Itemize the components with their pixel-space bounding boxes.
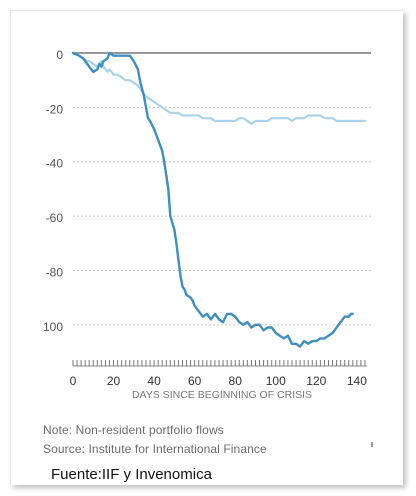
y-tick-label: -20 xyxy=(46,102,64,116)
x-tick-label: 40 xyxy=(147,374,161,388)
x-tick-label: 80 xyxy=(229,374,243,388)
chart-source: Source: Institute for International Fina… xyxy=(43,442,267,456)
y-tick-label: -80 xyxy=(46,265,64,279)
x-tick-label: 60 xyxy=(188,374,202,388)
x-axis-title: DAYS SINCE BEGINNING OF CRISIS xyxy=(132,389,312,401)
series-line-light xyxy=(71,51,367,125)
y-tick-label: 0 xyxy=(56,48,63,62)
image-credit: Fuente:IIF y Invenomica xyxy=(51,466,212,483)
y-tick-label: 100 xyxy=(43,320,63,334)
chart-note: Note: Non-resident portfolio flows xyxy=(43,423,224,437)
chart-card: 0 -20 -40 -60 -80 100 0 20 40 60 80 100 120 140 DAYS S… xyxy=(10,10,403,485)
x-tick-label: 120 xyxy=(306,374,326,388)
x-tick-label: 0 xyxy=(70,374,77,388)
y-tick-label: -40 xyxy=(46,157,64,171)
line-chart: 0 -20 -40 -60 -80 100 0 20 40 60 80 100 120 140 DAYS S… xyxy=(43,48,373,447)
x-tick-label: 100 xyxy=(266,374,286,388)
y-tick-label: -60 xyxy=(46,211,64,225)
x-tick-label: 140 xyxy=(347,374,367,388)
x-tick-label: 20 xyxy=(107,374,121,388)
series-line-dark xyxy=(71,51,354,348)
